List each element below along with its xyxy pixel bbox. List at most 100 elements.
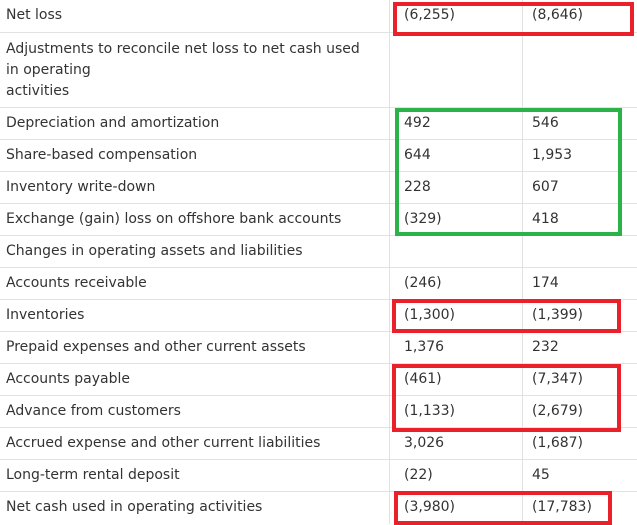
value-col-2: 174 (523, 268, 637, 299)
table-row: Exchange (gain) loss on offshore bank ac… (0, 204, 637, 236)
row-label: Accrued expense and other current liabil… (0, 428, 381, 459)
row-label: Inventory write-down (0, 172, 381, 203)
table-row: Net loss (6,255) (8,646) (0, 0, 637, 33)
value-text: 607 (532, 179, 559, 195)
value-text: 45 (532, 467, 550, 483)
value-col-2: 546 (523, 108, 637, 139)
row-label: Prepaid expenses and other current asset… (0, 332, 381, 363)
table-row: Prepaid expenses and other current asset… (0, 332, 637, 364)
value-text: 418 (532, 211, 559, 227)
label-text: Net cash used in operating activities (6, 499, 263, 515)
value-col-1: (6,255) (389, 0, 523, 32)
value-text: (1,687) (532, 435, 584, 451)
value-col-2: (7,347) (523, 364, 637, 395)
table-row: Accrued expense and other current liabil… (0, 428, 637, 460)
table-row: Changes in operating assets and liabilit… (0, 236, 637, 268)
row-label: Inventories (0, 300, 381, 331)
value-col-2: (1,687) (523, 428, 637, 459)
value-text: (1,300) (404, 307, 456, 323)
value-text: (17,783) (532, 499, 592, 515)
value-col-2: 418 (523, 204, 637, 235)
row-label: Adjustments to reconcile net loss to net… (0, 33, 381, 107)
value-text: (22) (404, 467, 433, 483)
value-text: 228 (404, 179, 431, 195)
label-text: Long-term rental deposit (6, 467, 180, 483)
value-text: 232 (532, 339, 559, 355)
row-label: Exchange (gain) loss on offshore bank ac… (0, 204, 381, 235)
value-col-1: (329) (389, 204, 523, 235)
label-text: Share-based compensation (6, 147, 198, 163)
row-label: Changes in operating assets and liabilit… (0, 236, 381, 267)
value-col-2: 232 (523, 332, 637, 363)
label-text: Accounts payable (6, 371, 130, 387)
label-line: in operating (6, 62, 91, 78)
label-text: Prepaid expenses and other current asset… (6, 339, 306, 355)
value-col-2: (2,679) (523, 396, 637, 427)
value-col-2: (1,399) (523, 300, 637, 331)
table-row: Long-term rental deposit (22) 45 (0, 460, 637, 492)
label-text: Accounts receivable (6, 275, 147, 291)
value-col-2: (8,646) (523, 0, 637, 32)
value-col-1: (1,133) (389, 396, 523, 427)
value-col-1: 644 (389, 140, 523, 171)
value-col-1: 228 (389, 172, 523, 203)
value-text: 174 (532, 275, 559, 291)
value-text: (8,646) (532, 7, 584, 23)
value-text: (246) (404, 275, 442, 291)
row-label: Net loss (0, 0, 381, 32)
value-col-2 (523, 33, 637, 107)
red-highlight-net-cash (394, 491, 612, 525)
value-text: 3,026 (404, 435, 445, 451)
label-text: Accrued expense and other current liabil… (6, 435, 321, 451)
row-label: Share-based compensation (0, 140, 381, 171)
value-col-2: 45 (523, 460, 637, 491)
table-row: Share-based compensation 644 1,953 (0, 140, 637, 172)
table-row: Accounts receivable (246) 174 (0, 268, 637, 300)
value-col-2: 1,953 (523, 140, 637, 171)
row-label: Accounts receivable (0, 268, 381, 299)
red-highlight-payables (392, 364, 621, 432)
value-text: (7,347) (532, 371, 584, 387)
value-text: (461) (404, 371, 442, 387)
value-col-1: (22) (389, 460, 523, 491)
value-col-2: (17,783) (523, 492, 637, 524)
label-text: Exchange (gain) loss on offshore bank ac… (6, 211, 342, 227)
table-row: Net cash used in operating activities (3… (0, 492, 637, 524)
row-label: Net cash used in operating activities (0, 492, 381, 524)
table-row: Adjustments to reconcile net loss to net… (0, 33, 637, 108)
label-line: activities (6, 83, 70, 99)
value-col-1: 1,376 (389, 332, 523, 363)
row-label: Long-term rental deposit (0, 460, 381, 491)
label-text: Advance from customers (6, 403, 181, 419)
value-col-2 (523, 236, 637, 267)
row-label: Depreciation and amortization (0, 108, 381, 139)
value-text: 644 (404, 147, 431, 163)
value-text: (2,679) (532, 403, 584, 419)
value-col-1: (3,980) (389, 492, 523, 524)
value-text: 1,376 (404, 339, 445, 355)
green-highlight-adjustments (395, 108, 622, 236)
label-text: Inventory write-down (6, 179, 156, 195)
table-row: Depreciation and amortization 492 546 (0, 108, 637, 140)
label-text: Net loss (6, 7, 63, 23)
table-row: Advance from customers (1,133) (2,679) (0, 396, 637, 428)
value-text: 492 (404, 115, 431, 131)
value-col-1 (389, 33, 523, 107)
label-text: Depreciation and amortization (6, 115, 220, 131)
label-text: Inventories (6, 307, 85, 323)
value-col-1: 3,026 (389, 428, 523, 459)
value-col-2: 607 (523, 172, 637, 203)
red-highlight-net-loss (393, 2, 634, 36)
table-row: Accounts payable (461) (7,347) (0, 364, 637, 396)
red-highlight-inventories (392, 299, 621, 333)
row-label: Advance from customers (0, 396, 381, 427)
label-text: Changes in operating assets and liabilit… (6, 243, 303, 259)
value-col-1 (389, 236, 523, 267)
value-text: 546 (532, 115, 559, 131)
value-text: (1,399) (532, 307, 584, 323)
table-row: Inventories (1,300) (1,399) (0, 300, 637, 332)
value-text: (6,255) (404, 7, 456, 23)
value-col-1: (461) (389, 364, 523, 395)
value-text: (3,980) (404, 499, 456, 515)
